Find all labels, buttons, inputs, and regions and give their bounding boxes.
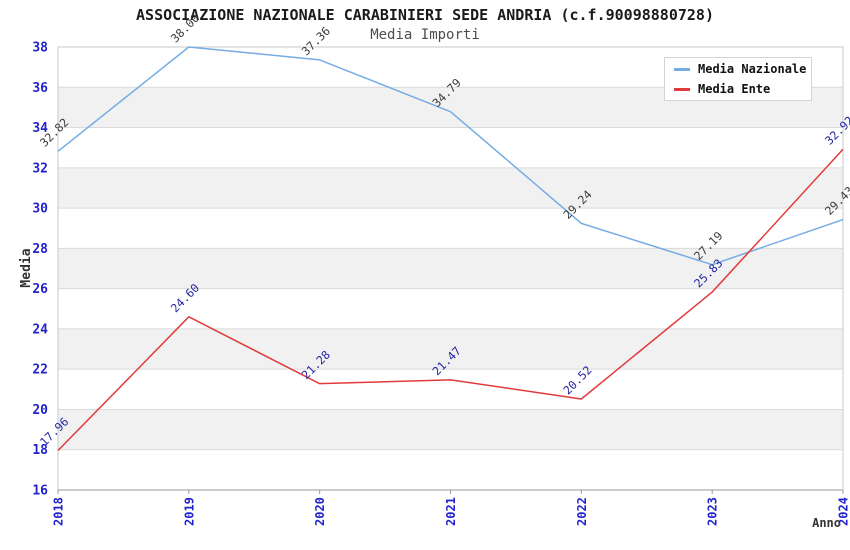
legend-marker-ente-icon	[674, 87, 690, 91]
y-tick-label: 36	[32, 81, 48, 96]
series-line-nazionale	[57, 46, 844, 266]
chart-title: ASSOCIAZIONE NAZIONALE CARABINIERI SEDE …	[136, 6, 714, 24]
y-tick-label: 26	[32, 282, 48, 297]
data-point-label: 38.00	[168, 11, 202, 45]
x-tick-label: 2023	[706, 497, 720, 526]
series-line-ente	[57, 148, 844, 452]
legend-item-media-ente: Media Ente	[674, 81, 811, 97]
data-point-label: 37.36	[299, 24, 333, 58]
y-tick-label: 24	[32, 322, 48, 337]
x-tick-label: 2024	[837, 497, 850, 526]
x-tick-label: 2020	[313, 497, 327, 526]
legend-label: Media Ente	[698, 82, 771, 96]
x-tick-label: 2019	[182, 497, 196, 526]
x-axis-title: Anno	[812, 516, 841, 530]
y-tick-label: 28	[32, 242, 48, 257]
y-tick-label: 30	[32, 202, 48, 217]
legend-item-media-nazionale: Media Nazionale	[674, 61, 811, 77]
chart-subtitle: Media Importi	[370, 27, 480, 43]
y-tick-label: 22	[32, 363, 48, 378]
y-tick-label: 34	[32, 121, 48, 136]
y-tick-label: 18	[32, 443, 48, 458]
y-tick-label: 20	[32, 403, 48, 418]
grid-band	[58, 328, 843, 370]
grid-band	[58, 409, 843, 450]
grid-band	[58, 167, 843, 209]
x-tick-label: 2021	[444, 497, 458, 526]
y-axis-title: Media	[19, 248, 34, 287]
x-tick-label: 2022	[575, 497, 589, 526]
grid-band	[58, 248, 843, 289]
legend-marker-nazionale-icon	[674, 67, 690, 71]
x-tick-label: 2018	[52, 497, 66, 526]
y-tick-label: 32	[32, 161, 48, 176]
legend: Media Nazionale Media Ente	[664, 57, 812, 101]
legend-label: Media Nazionale	[698, 62, 807, 76]
y-tick-label: 38	[32, 41, 48, 56]
y-tick-label: 16	[32, 484, 48, 499]
